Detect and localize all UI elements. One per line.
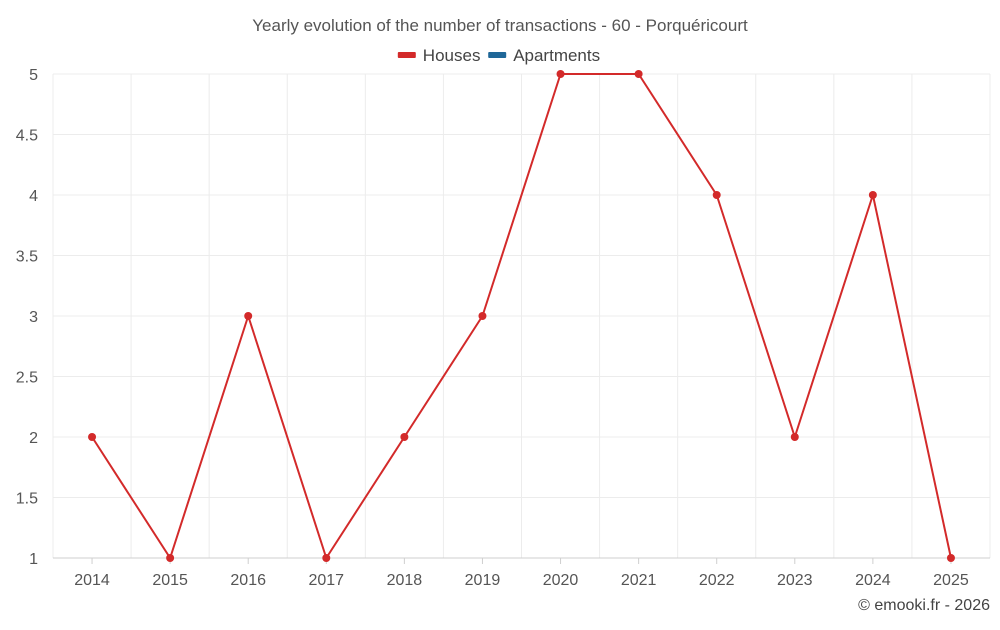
x-tick-label: 2021 — [621, 572, 657, 589]
chart-title: Yearly evolution of the number of transa… — [252, 16, 748, 35]
legend-swatch — [398, 52, 416, 58]
y-tick-label: 3.5 — [16, 249, 38, 266]
y-tick-label: 2 — [29, 430, 38, 447]
legend-item-houses[interactable]: Houses — [398, 46, 481, 65]
x-tick-label: 2022 — [699, 572, 735, 589]
data-point[interactable] — [635, 70, 643, 78]
y-tick-label: 1 — [29, 551, 38, 568]
x-tick-label: 2019 — [465, 572, 501, 589]
legend-label: Apartments — [513, 46, 600, 65]
y-tick-label: 3 — [29, 309, 38, 326]
axes: 1 1.5 2 2.5 3 3.5 4 4.5 5 2014 2015 2016 2017 2018 201… — [16, 67, 990, 589]
data-point[interactable] — [88, 433, 96, 441]
data-point[interactable] — [400, 433, 408, 441]
data-point[interactable] — [557, 70, 565, 78]
y-tick-label: 1.5 — [16, 491, 38, 508]
data-point[interactable] — [713, 191, 721, 199]
x-tick-label: 2024 — [855, 572, 891, 589]
y-tick-label: 4 — [29, 188, 38, 205]
data-point[interactable] — [166, 554, 174, 562]
x-tick-label: 2016 — [230, 572, 266, 589]
line-chart: Yearly evolution of the number of transa… — [0, 0, 1000, 625]
legend-swatch — [488, 52, 506, 58]
x-tick-label: 2017 — [308, 572, 344, 589]
y-tick-label: 4.5 — [16, 128, 38, 145]
data-point[interactable] — [791, 433, 799, 441]
x-tick-label: 2023 — [777, 572, 813, 589]
y-tick-label: 2.5 — [16, 370, 38, 387]
legend-item-apartments[interactable]: Apartments — [488, 46, 600, 65]
x-tick-label: 2015 — [152, 572, 188, 589]
x-tick-label: 2018 — [387, 572, 423, 589]
x-tick-label: 2020 — [543, 572, 579, 589]
y-tick-label: 5 — [29, 67, 38, 84]
data-point[interactable] — [322, 554, 330, 562]
x-tick-label: 2025 — [933, 572, 969, 589]
data-point[interactable] — [947, 554, 955, 562]
legend: Houses Apartments — [398, 46, 600, 65]
data-point[interactable] — [478, 312, 486, 320]
chart-container: Yearly evolution of the number of transa… — [0, 0, 1000, 625]
data-point[interactable] — [244, 312, 252, 320]
x-tick-label: 2014 — [74, 572, 110, 589]
credit-text: © emooki.fr - 2026 — [858, 597, 990, 614]
data-point[interactable] — [869, 191, 877, 199]
legend-label: Houses — [423, 46, 481, 65]
